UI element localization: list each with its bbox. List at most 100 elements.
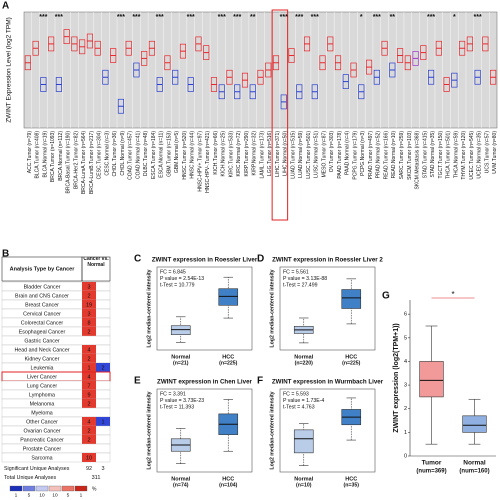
x-tick-label: HNSC-HPV+.Tumor (n=97): [197, 131, 203, 192]
significance: ***: [132, 14, 140, 21]
significance: ***: [117, 14, 125, 21]
panel-title: ZWINT expression in Wurmbach Liver: [272, 379, 384, 386]
significance: ***: [373, 14, 381, 21]
legend-swatch: [22, 485, 36, 492]
x-tick-label: THYM.Tumor (n=120): [461, 131, 467, 180]
x-tick-label: LGG.Tumor (n=516): [267, 131, 273, 176]
x-tick-label: SKCM.Metastasis (n=368): [415, 131, 421, 190]
stats-text: FC = 5.561: [283, 269, 309, 275]
row-name: Lung Cancer: [27, 383, 58, 389]
stats-text: FC = 3.391: [160, 391, 186, 397]
y-axis-label: ZWINT expression (log2(TPM+1)): [393, 323, 400, 432]
x-tick-label: KIRC.Normal (n=72): [236, 131, 242, 177]
x-tick-label: CESC.Normal (n=3): [104, 131, 110, 176]
x-tick-label: BLCA.Tumor (n=408): [35, 131, 41, 179]
row-name: Esophageal Cancer: [19, 329, 66, 335]
legend-swatch: [9, 485, 23, 492]
x-tick-label: Normal: [294, 476, 313, 482]
y-tick-label: 4: [404, 359, 407, 365]
cell-up-value: 2: [87, 356, 90, 362]
row-name: Kidney Cancer: [25, 356, 60, 362]
stats-text: t-Test = 10.779: [160, 282, 195, 288]
legend-label: 5: [67, 492, 70, 498]
cell-up-value: 4: [87, 419, 90, 425]
y-axis-label: Log2 median-centered intensity: [269, 269, 275, 347]
y-axis-label: Log2 median-centered intensity: [269, 391, 275, 469]
legend-label: 5: [28, 492, 31, 498]
row-name: Prostate Cancer: [23, 446, 62, 452]
panel-title: ZWINT expression in Roessler Liver 2: [272, 257, 383, 264]
x-tick-label: BRCA-LumA.Tumor (n=564): [81, 131, 87, 194]
box: [170, 325, 191, 335]
x-tick-label: COAD.Normal (n=41): [135, 131, 141, 179]
cell-up-value: 3: [87, 284, 90, 290]
cell-up-value: 4: [87, 347, 90, 353]
x-tick-label: CHOL.Tumor (n=36): [112, 131, 118, 177]
x-tick-label: KICH.Normal (n=25): [221, 131, 227, 177]
stats-text: P value = 3.73E-23: [160, 398, 204, 404]
x-count-label: (n=220): [295, 360, 314, 366]
x-tick-label: UCEC.Normal (n=35): [477, 131, 483, 179]
stats-text: t-Test = 27.499: [283, 282, 318, 288]
cell-up-value: 4: [87, 374, 90, 380]
y-tick-label: 3: [404, 383, 407, 389]
cell-up: [82, 381, 96, 390]
x-count-label: (n=10): [296, 482, 312, 488]
cell-down-value: 1: [101, 419, 104, 425]
x-count-label: (n=104): [219, 482, 238, 488]
x-tick-label: STAD.Tumor (n=415): [422, 131, 428, 179]
annotation: *: [451, 290, 454, 299]
x-tick-label: HCC: [345, 354, 357, 360]
significance: ***: [156, 14, 164, 21]
panel-letter: B: [2, 249, 9, 260]
cell-down: [96, 363, 110, 372]
x-tick-label: BRCA-Her2.Tumor (n=82): [73, 131, 79, 189]
significance: ***: [474, 14, 482, 21]
table-row: [1, 452, 111, 463]
cell-up: [82, 435, 96, 444]
cell-up-value: 9: [87, 392, 90, 398]
highlight: [271, 9, 289, 221]
cell-up-value: 3: [87, 311, 90, 317]
summary-label: Significant Unique Analyses: [4, 466, 70, 472]
x-tick-label: SKCM.Tumor (n=103): [407, 131, 413, 180]
x-tick-label: PRAD.Tumor (n=497): [368, 131, 374, 180]
cell-up: [82, 426, 96, 435]
x-tick-label: PCPG.Tumor (n=179): [352, 131, 358, 180]
x-tick-label: LUSC.Tumor (n=501): [306, 131, 312, 179]
row-name: Other Cancer: [26, 419, 58, 425]
x-tick-label: UCS.Tumor (n=57): [484, 131, 490, 174]
significance: *: [453, 14, 456, 21]
cell-up: [82, 300, 96, 309]
table-header: Analysis Type by Cancer: [10, 266, 76, 272]
legend-label: 10: [39, 492, 45, 498]
box: [341, 289, 362, 309]
x-tick-label: BRCA-Basal.Tumor (n=190): [66, 131, 72, 194]
cell-up-value: 2: [87, 428, 90, 434]
row-name: Cervical Cancer: [23, 311, 61, 317]
x-tick-label: KIRC.Tumor (n=533): [228, 131, 234, 178]
x-tick-label: COAD.Tumor (n=457): [128, 131, 134, 180]
significance: **: [250, 14, 256, 21]
y-axis-label: Log2 median-centered intensity: [146, 269, 152, 347]
x-tick-label: STAD.Normal (n=35): [430, 131, 436, 178]
stats-text: P value = 3.13E-88: [283, 276, 327, 282]
plot-frame: [156, 266, 253, 351]
x-tick-label: PCPG.Normal (n=3): [360, 131, 366, 176]
legend-label: 10: [52, 492, 58, 498]
x-tick-label: UCEC.Tumor (n=545): [469, 131, 475, 180]
row-name: Liver Cancer: [27, 374, 57, 380]
x-count-label: (n=225): [342, 360, 361, 366]
x-tick-label: LUAD.Normal (n=59): [298, 131, 304, 178]
x-count-label: (n=74): [173, 482, 189, 488]
x-tick-label: Tumor: [422, 460, 442, 467]
x-tick-label: CESC.Tumor (n=304): [97, 131, 103, 180]
y-tick-label: 2: [404, 406, 407, 412]
x-tick-label: PAAD.Tumor (n=178): [337, 131, 343, 179]
row-name: Leukemia: [31, 365, 54, 371]
cell-up: [82, 309, 96, 318]
legend-label: 1: [80, 492, 83, 498]
significance: ***: [311, 14, 319, 21]
x-count-label: (n=35): [344, 482, 360, 488]
box: [218, 288, 239, 306]
